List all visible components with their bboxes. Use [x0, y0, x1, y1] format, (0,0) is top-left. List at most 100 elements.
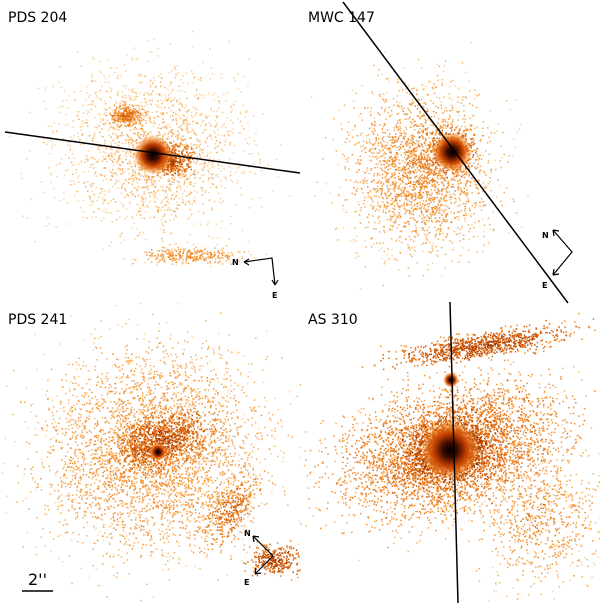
speckle	[182, 193, 184, 195]
speckle	[425, 168, 427, 170]
speckle	[422, 158, 424, 160]
speckle	[124, 218, 126, 220]
speckle	[477, 251, 479, 253]
speckle	[155, 258, 157, 260]
speckle	[387, 185, 389, 187]
speckle	[97, 148, 99, 150]
speckle	[154, 176, 156, 178]
speckle	[182, 161, 184, 163]
speckle	[458, 216, 460, 218]
speckle	[507, 161, 509, 163]
speckle	[452, 186, 454, 188]
speckle	[118, 90, 120, 92]
speckle	[437, 255, 439, 257]
speckle	[398, 224, 400, 226]
speckle	[515, 212, 517, 214]
speckle	[170, 259, 172, 261]
speckle	[82, 105, 84, 107]
speckle	[477, 167, 479, 169]
speckle	[396, 101, 398, 103]
speckle	[154, 217, 156, 219]
speckle	[396, 203, 398, 205]
speckle	[54, 144, 56, 146]
speckle	[463, 174, 465, 176]
speckle	[133, 129, 135, 131]
speckle	[137, 58, 139, 60]
speckle	[411, 198, 413, 200]
speckle	[156, 93, 158, 95]
speckle	[222, 255, 224, 257]
speckle	[379, 242, 381, 244]
speckle	[405, 198, 407, 200]
speckle	[155, 104, 157, 106]
speckle	[425, 120, 427, 122]
speckle	[403, 176, 405, 178]
speckle	[125, 87, 127, 89]
speckle	[462, 96, 464, 98]
speckle	[488, 183, 490, 185]
speckle	[190, 193, 192, 195]
speckle	[160, 178, 162, 180]
speckle	[465, 193, 467, 195]
speckle	[450, 199, 452, 201]
speckle	[418, 165, 420, 167]
speckle	[414, 125, 416, 127]
speckle	[93, 59, 95, 61]
speckle	[417, 141, 419, 143]
speckle	[411, 142, 413, 144]
speckle	[161, 200, 163, 202]
speckle	[131, 110, 133, 112]
speckle	[196, 192, 198, 194]
speckle	[469, 90, 471, 92]
speckle	[452, 242, 454, 244]
speckle	[121, 132, 123, 134]
speckle	[454, 194, 456, 196]
speckle	[346, 212, 348, 214]
speckle	[422, 251, 424, 253]
speckle	[87, 125, 89, 127]
speckle	[66, 114, 68, 116]
speckle	[403, 67, 405, 69]
speckle	[458, 119, 460, 121]
speckle	[437, 250, 439, 252]
speckle	[383, 183, 385, 185]
speckle	[356, 240, 358, 242]
speckle	[172, 115, 174, 117]
speckle	[180, 118, 182, 120]
speckle	[237, 73, 239, 75]
speckle	[62, 100, 64, 102]
speckle	[388, 190, 390, 192]
speckle	[367, 180, 369, 182]
speckle	[91, 191, 93, 193]
speckle	[227, 117, 229, 119]
speckle	[125, 151, 127, 153]
speckle	[167, 99, 169, 101]
speckle	[178, 174, 180, 176]
speckle	[496, 196, 498, 198]
speckle	[219, 252, 221, 254]
speckle	[412, 100, 414, 102]
speckle	[411, 213, 413, 215]
speckle	[228, 258, 230, 260]
speckle	[442, 79, 444, 81]
speckle	[446, 235, 448, 237]
speckle	[364, 180, 366, 182]
speckle	[486, 175, 488, 177]
speckle	[221, 170, 223, 172]
speckle	[413, 184, 415, 186]
speckle	[94, 158, 96, 160]
speckle	[180, 138, 182, 140]
speckle	[112, 169, 114, 171]
speckle	[445, 268, 447, 270]
speckle	[193, 244, 195, 246]
speckle	[405, 239, 407, 241]
speckle	[493, 229, 495, 231]
speckle	[484, 187, 486, 189]
speckle	[175, 68, 177, 70]
speckle	[176, 250, 178, 252]
speckle	[239, 252, 241, 254]
speckle	[218, 102, 220, 104]
speckle	[118, 129, 120, 131]
speckle	[209, 158, 211, 160]
speckle	[186, 112, 188, 114]
